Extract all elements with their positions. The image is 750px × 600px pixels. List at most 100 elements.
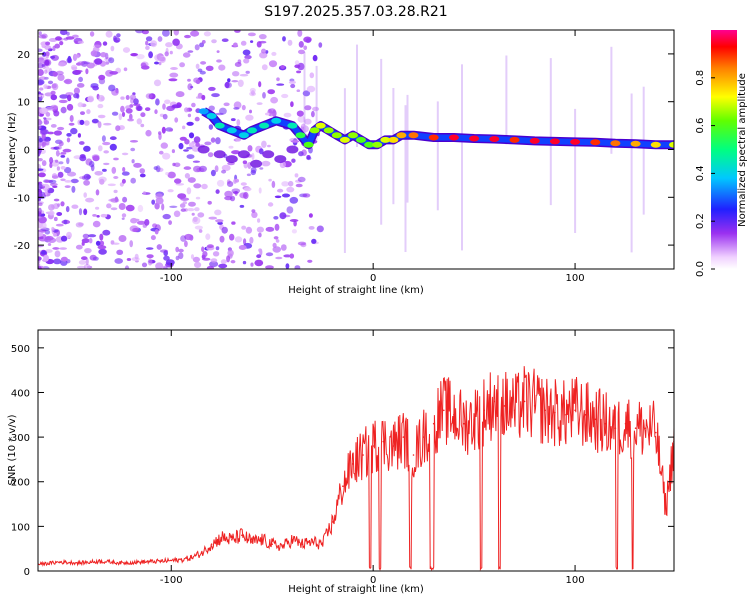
noise-blob	[281, 181, 289, 187]
noise-blob	[42, 51, 47, 57]
noise-blob	[65, 92, 74, 96]
noise-blob	[43, 254, 49, 262]
noise-blob	[108, 84, 116, 92]
noise-blob	[227, 249, 234, 257]
noise-blob	[179, 203, 186, 208]
spectrogram-x-label: Height of straight line (km)	[288, 285, 424, 296]
noise-blob	[304, 118, 312, 125]
noise-blob	[162, 30, 170, 37]
noise-blob	[50, 182, 58, 187]
snr-point	[493, 400, 496, 403]
noise-blob	[234, 236, 243, 243]
noise-blob	[167, 189, 174, 193]
noise-blob	[48, 179, 57, 184]
noise-blob	[95, 189, 100, 196]
noise-blob	[102, 229, 111, 236]
noise-blob	[258, 81, 262, 88]
snr-point	[453, 414, 455, 416]
noise-blob	[182, 125, 186, 130]
noise-blob	[133, 162, 142, 168]
noise-blob	[268, 108, 276, 114]
ridge-point	[489, 136, 500, 142]
noise-blob	[81, 241, 85, 246]
y-tick-label: 100	[11, 522, 30, 533]
noise-blob	[76, 83, 85, 88]
noise-blob	[281, 93, 289, 99]
noise-blob	[289, 196, 299, 204]
noise-blob	[54, 250, 61, 258]
noise-blob	[44, 69, 48, 74]
noise-blob	[45, 112, 51, 117]
noise-blob	[111, 111, 119, 116]
noise-blob	[64, 180, 72, 183]
secondary-ridge-point	[286, 145, 299, 154]
noise-blob	[50, 94, 58, 101]
ridge-point	[356, 136, 366, 143]
noise-blob	[297, 30, 303, 37]
noise-blob	[83, 61, 90, 65]
noise-blob	[79, 119, 85, 125]
noise-blob	[86, 62, 95, 69]
noise-blob	[280, 65, 285, 69]
noise-blob	[258, 248, 262, 252]
noise-blob	[67, 171, 77, 177]
noise-blob	[57, 62, 67, 67]
noise-blob	[178, 252, 184, 260]
streak	[404, 105, 407, 252]
noise-blob	[259, 167, 264, 170]
streak	[630, 93, 633, 253]
noise-blob	[147, 258, 153, 266]
noise-blob	[137, 204, 144, 213]
noise-blob	[195, 196, 201, 200]
noise-blob	[287, 39, 293, 46]
noise-blob	[38, 265, 42, 269]
streak	[610, 46, 613, 154]
noise-blob	[294, 173, 299, 178]
noise-blob	[179, 62, 186, 68]
noise-blob	[121, 217, 125, 220]
noise-blob	[234, 62, 242, 67]
noise-blob	[190, 254, 195, 260]
noise-blob	[194, 44, 200, 51]
noise-blob	[298, 49, 305, 55]
noise-blob	[188, 201, 196, 207]
noise-blob	[45, 117, 52, 121]
noise-blob	[246, 173, 251, 177]
noise-blob	[92, 155, 100, 162]
noise-blob	[169, 128, 173, 132]
noise-blob	[122, 47, 131, 53]
noise-blob	[249, 236, 254, 244]
noise-blob	[38, 34, 47, 39]
noise-blob	[207, 200, 212, 205]
noise-blob	[51, 83, 57, 89]
noise-blob	[38, 48, 43, 53]
streak	[549, 58, 552, 206]
noise-blob	[39, 226, 47, 230]
noise-blob	[192, 216, 198, 222]
noise-blob	[72, 34, 79, 38]
noise-blob	[265, 252, 274, 257]
ridge-point	[388, 136, 399, 143]
noise-blob	[89, 254, 97, 261]
noise-blob	[38, 231, 44, 237]
noise-blob	[216, 59, 222, 63]
noise-blob	[199, 70, 206, 75]
snr-point	[604, 422, 607, 425]
noise-blob	[45, 51, 50, 57]
noise-blob	[110, 197, 120, 203]
noise-blob	[265, 112, 270, 116]
noise-blob	[271, 180, 276, 188]
streak	[505, 55, 508, 145]
noise-blob	[183, 166, 192, 170]
snr-point	[301, 543, 304, 545]
noise-blob	[221, 164, 231, 172]
noise-blob	[240, 40, 247, 46]
noise-blob	[297, 176, 306, 183]
noise-blob	[113, 157, 119, 161]
ridge-point	[331, 132, 342, 139]
noise-blob	[88, 238, 93, 244]
noise-blob	[245, 70, 250, 74]
snr-point	[321, 543, 324, 545]
colorbar-tick-label: 0.6	[695, 118, 706, 134]
snr-y-label: SNR (10 * v/v)	[7, 414, 18, 485]
